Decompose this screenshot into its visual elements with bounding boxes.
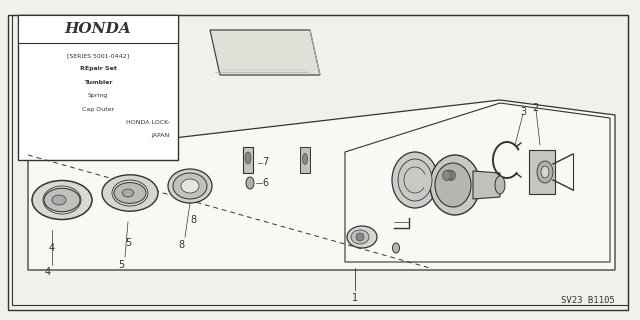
Polygon shape	[243, 147, 253, 173]
Text: SV23 B1105: SV23 B1105	[561, 296, 615, 305]
Ellipse shape	[245, 152, 251, 164]
Ellipse shape	[102, 175, 158, 211]
Ellipse shape	[442, 171, 451, 180]
Text: 8: 8	[178, 240, 184, 250]
Ellipse shape	[44, 188, 80, 212]
Ellipse shape	[537, 161, 553, 183]
Text: [SERIES 5001-0442]: [SERIES 5001-0442]	[67, 53, 129, 58]
Text: 8: 8	[190, 215, 196, 225]
Text: 7: 7	[262, 157, 268, 167]
Ellipse shape	[398, 159, 432, 201]
Ellipse shape	[392, 152, 438, 208]
Text: JAPAN: JAPAN	[152, 133, 170, 138]
Ellipse shape	[114, 183, 146, 204]
Text: Spring: Spring	[88, 93, 108, 98]
Ellipse shape	[435, 163, 471, 207]
Text: 4: 4	[49, 243, 55, 253]
Ellipse shape	[246, 177, 254, 189]
Text: Tumbler: Tumbler	[84, 80, 112, 85]
Text: HONDA: HONDA	[65, 22, 131, 36]
Text: 5: 5	[118, 260, 124, 270]
Ellipse shape	[351, 230, 369, 244]
Text: REpair Set: REpair Set	[79, 66, 116, 71]
Polygon shape	[473, 171, 500, 199]
Ellipse shape	[445, 170, 453, 180]
FancyBboxPatch shape	[18, 15, 178, 43]
Ellipse shape	[181, 179, 199, 193]
FancyBboxPatch shape	[18, 15, 178, 160]
Ellipse shape	[168, 169, 212, 203]
Text: Cap Outer: Cap Outer	[82, 107, 114, 111]
Text: 3: 3	[520, 107, 526, 117]
Ellipse shape	[541, 166, 549, 178]
Ellipse shape	[303, 154, 307, 164]
Text: 6: 6	[262, 178, 268, 188]
Circle shape	[356, 233, 364, 241]
FancyBboxPatch shape	[529, 150, 555, 194]
Ellipse shape	[392, 243, 399, 253]
Polygon shape	[28, 100, 615, 270]
Ellipse shape	[32, 180, 92, 220]
Ellipse shape	[347, 226, 377, 248]
Text: 4: 4	[45, 267, 51, 277]
Ellipse shape	[430, 155, 480, 215]
FancyBboxPatch shape	[8, 15, 628, 310]
Text: 2: 2	[532, 103, 538, 113]
Polygon shape	[210, 30, 320, 75]
Polygon shape	[300, 147, 310, 173]
Ellipse shape	[52, 195, 66, 205]
Ellipse shape	[447, 171, 456, 180]
Text: 1: 1	[352, 293, 358, 303]
Text: HONDA LOCK-: HONDA LOCK-	[126, 120, 170, 125]
Ellipse shape	[122, 189, 134, 197]
Ellipse shape	[173, 173, 207, 199]
Text: 5: 5	[125, 238, 131, 248]
Ellipse shape	[495, 176, 505, 194]
